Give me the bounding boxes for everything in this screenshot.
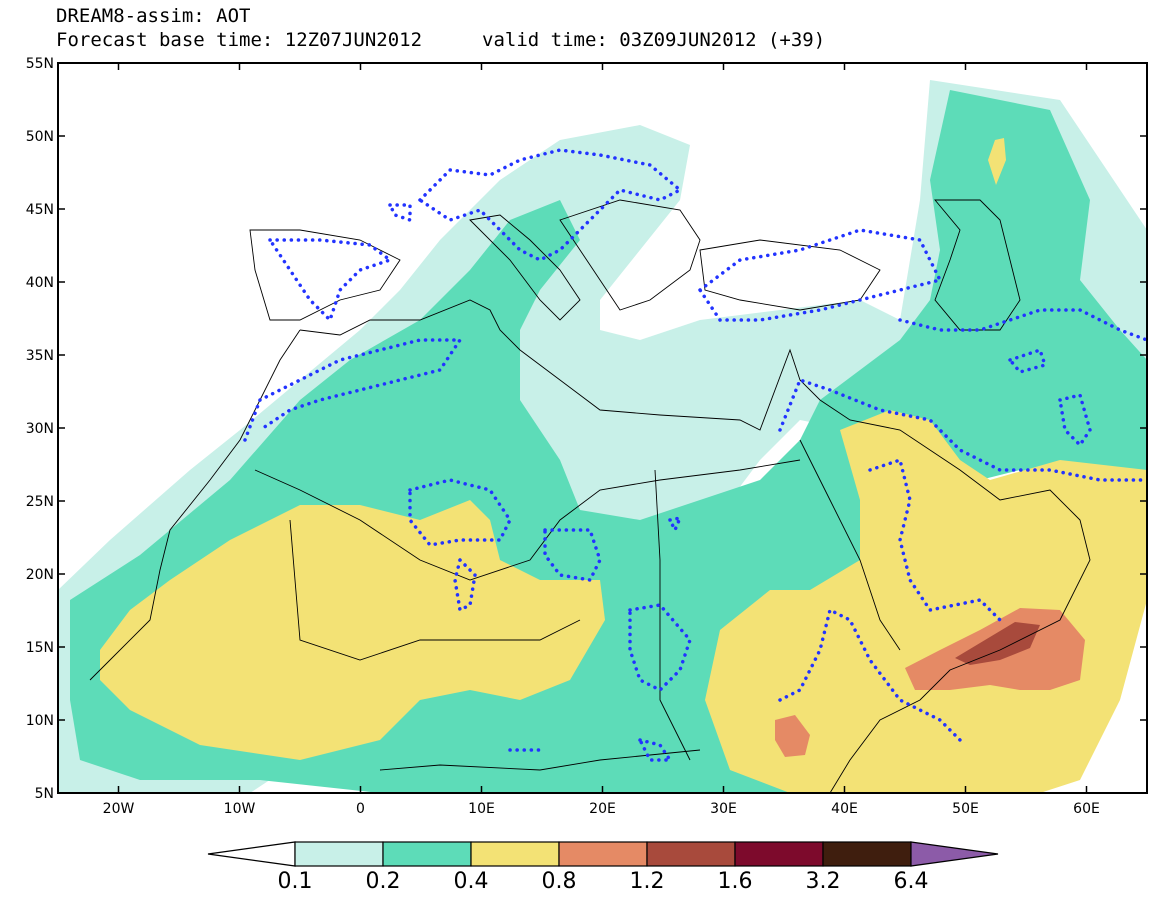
lon-label: 50E xyxy=(952,801,979,817)
coastlines xyxy=(89,199,1091,793)
colorbar-swatch xyxy=(734,841,824,867)
lon-label: 10E xyxy=(468,801,495,817)
longitude-axis: 20W 10W 0 10E 20E 30E 40E 50E 60E xyxy=(103,63,1100,817)
lat-label: 45N xyxy=(26,202,54,218)
lat-label: 50N xyxy=(26,129,54,145)
colorbar-swatch xyxy=(558,841,648,867)
lat-label: 25N xyxy=(26,494,54,510)
lon-label: 20E xyxy=(589,801,616,817)
forecast-base-time: Forecast base time: 12Z07JUN2012 xyxy=(56,29,423,51)
lat-label: 35N xyxy=(26,348,54,364)
colorbar-swatch xyxy=(382,841,472,867)
colorbar-over-arrow xyxy=(910,841,999,867)
latitude-axis: 55N 50N 45N 40N 35N 30N 25N 20N 15N 10N 5N xyxy=(26,56,1147,802)
lat-label: 15N xyxy=(26,640,54,656)
lat-label: 5N xyxy=(35,786,54,802)
colorbar-label: 6.4 xyxy=(894,869,929,894)
colorbar-swatch xyxy=(646,841,736,867)
colorbar-swatch xyxy=(470,841,560,867)
colorbar-label: 3.2 xyxy=(806,869,841,894)
colorbar-under-arrow xyxy=(207,841,296,867)
aot-band-1.2 xyxy=(955,622,1040,665)
colorbar-swatch xyxy=(294,841,384,867)
colorbar-label: 0.2 xyxy=(366,869,401,894)
aot-band-0.4-west xyxy=(100,500,605,760)
colorbar-swatch xyxy=(822,841,912,867)
colorbar-label: 0.4 xyxy=(454,869,489,894)
colorbar-label: 0.8 xyxy=(542,869,577,894)
colorbar-label: 0.1 xyxy=(278,869,313,894)
lon-label: 30E xyxy=(710,801,737,817)
colorbar-label: 1.2 xyxy=(630,869,665,894)
lat-label: 30N xyxy=(26,421,54,437)
aot-band-0.4-east xyxy=(705,410,1147,793)
lon-label: 10W xyxy=(224,801,256,817)
lat-label: 55N xyxy=(26,56,54,72)
lat-label: 10N xyxy=(26,713,54,729)
lon-label: 60E xyxy=(1073,801,1100,817)
valid-time: valid time: 03Z09JUN2012 (+39) xyxy=(482,29,826,51)
aot-band-0.8-sw xyxy=(775,715,810,757)
dust-contours xyxy=(243,148,1147,762)
colorbar-label: 1.6 xyxy=(718,869,753,894)
lon-label: 20W xyxy=(103,801,135,817)
lon-label: 40E xyxy=(831,801,858,817)
lat-label: 20N xyxy=(26,567,54,583)
colorbar: 0.1 0.2 0.4 0.8 1.2 1.6 3.2 6.4 xyxy=(207,841,999,894)
map-title: DREAM8-assim: AOT xyxy=(56,5,251,27)
aot-band-0.4-caspian xyxy=(988,138,1006,185)
lon-label: 0 xyxy=(356,801,365,817)
aot-shading xyxy=(58,63,1147,793)
lat-label: 40N xyxy=(26,275,54,291)
